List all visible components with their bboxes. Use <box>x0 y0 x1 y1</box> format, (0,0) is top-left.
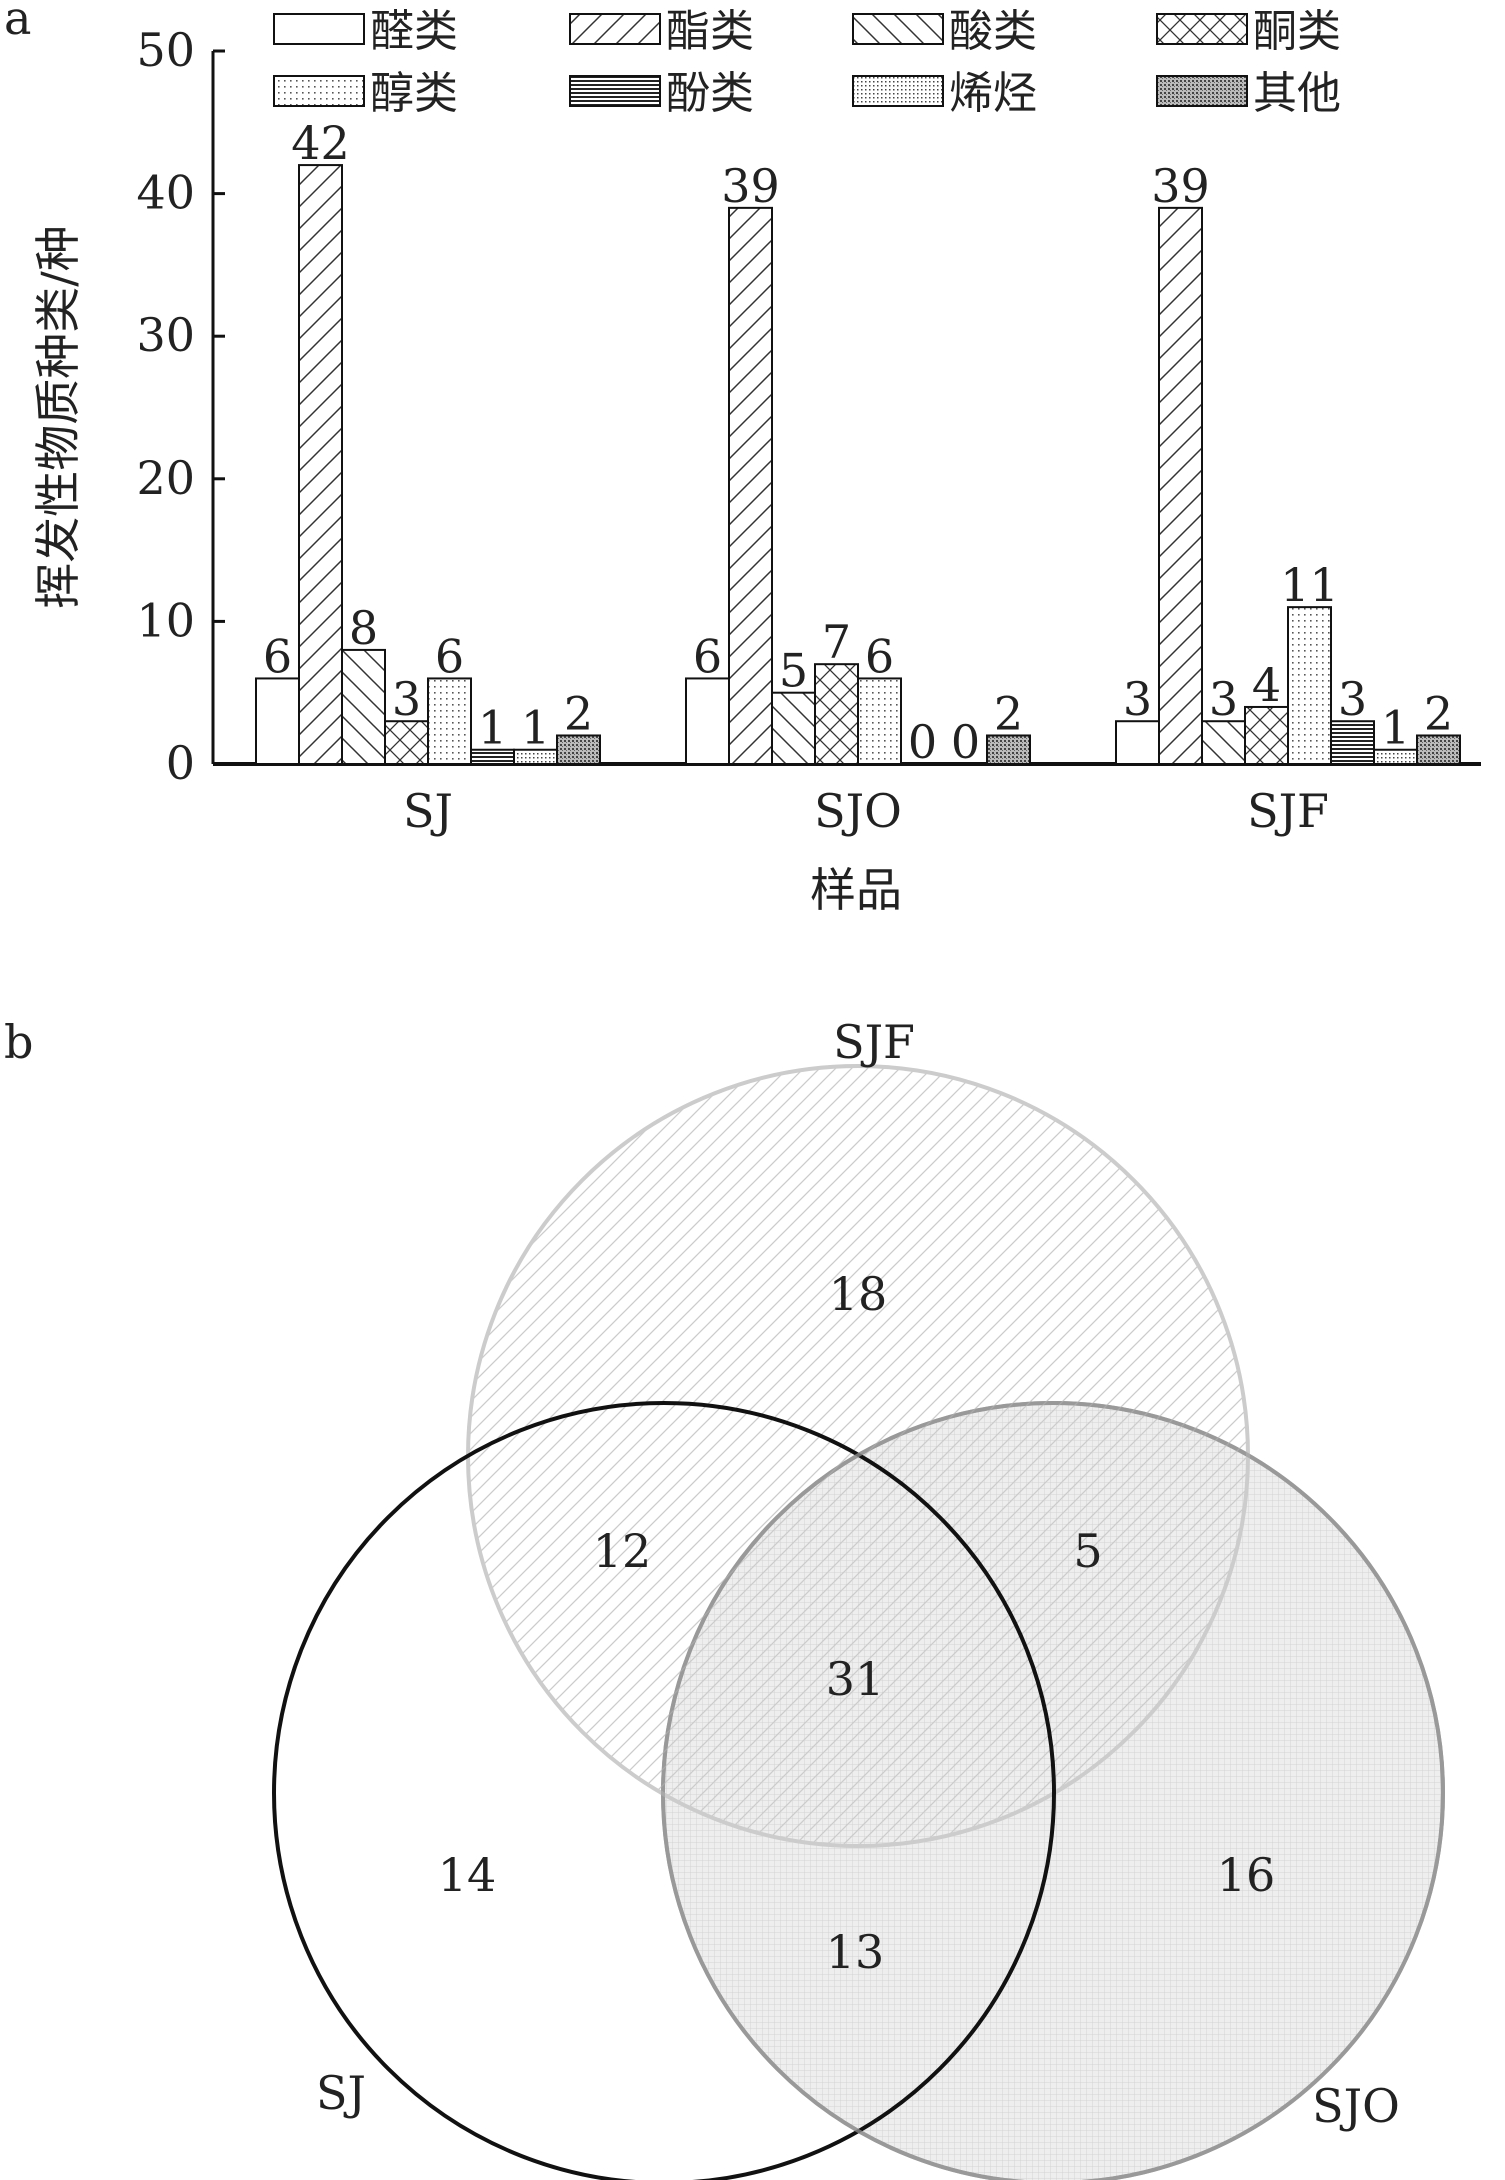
bar-SJF-酸类 <box>1201 720 1246 765</box>
y-tick-label: 0 <box>166 736 195 790</box>
data-label: 2 <box>994 686 1023 740</box>
bar-SJ-酯类 <box>298 164 343 765</box>
legend-swatch-烯烃 <box>852 75 944 107</box>
data-label: 4 <box>1252 658 1281 712</box>
legend-swatch-酮类 <box>1156 13 1248 45</box>
bar-SJO-醇类 <box>857 677 902 765</box>
legend-label: 酮类 <box>1253 6 1341 57</box>
venn-circle-sjo-outline <box>661 1401 1445 2180</box>
venn-region-sjf-only: 18 <box>829 1267 888 1321</box>
data-label: 3 <box>1123 672 1152 726</box>
bar-SJO-其他 <box>986 734 1031 765</box>
legend-label: 醛类 <box>370 6 458 57</box>
data-label: 6 <box>435 629 464 683</box>
data-label: 2 <box>564 686 593 740</box>
legend-swatch-酯类 <box>569 13 661 45</box>
venn-region-sj-sjf: 12 <box>593 1524 652 1578</box>
data-label: 6 <box>693 629 722 683</box>
data-label: 11 <box>1280 558 1339 612</box>
data-label: 6 <box>263 629 292 683</box>
venn-label-sj: SJ <box>316 2066 366 2120</box>
bar-SJF-醛类 <box>1115 720 1160 765</box>
bar-SJO-酸类 <box>771 691 816 766</box>
venn-region-sj-only: 14 <box>438 1848 497 1902</box>
data-label: 1 <box>478 701 507 755</box>
x-tick-label: SJ <box>403 784 453 838</box>
y-tick-label: 20 <box>136 451 195 505</box>
venn-label-sjo: SJO <box>1312 2079 1400 2133</box>
data-label: 2 <box>1424 686 1453 740</box>
bar-SJF-酯类 <box>1158 206 1203 766</box>
bar-SJF-醇类 <box>1287 606 1332 766</box>
bar-SJO-醛类 <box>685 677 730 765</box>
legend-label: 醇类 <box>370 68 458 119</box>
data-label: 39 <box>1151 159 1210 213</box>
legend-label: 其他 <box>1253 68 1341 119</box>
data-label: 0 <box>951 715 980 769</box>
data-label: 0 <box>908 715 937 769</box>
venn-label-sjf: SJF <box>833 1015 915 1069</box>
data-label: 5 <box>779 644 808 698</box>
y-axis-title: 挥发性物质种类/种 <box>31 225 85 609</box>
y-tick-label: 30 <box>136 308 195 362</box>
bar-SJ-酮类 <box>384 720 429 765</box>
y-tick-label: 40 <box>136 166 195 220</box>
bar-SJ-醛类 <box>255 677 300 765</box>
data-label: 3 <box>1338 672 1367 726</box>
bar-SJF-酮类 <box>1244 705 1289 766</box>
x-tick-label: SJO <box>814 784 902 838</box>
legend-label: 酯类 <box>666 6 754 57</box>
data-label: 42 <box>291 116 350 170</box>
bar-SJF-其他 <box>1416 734 1461 765</box>
bar-SJ-其他 <box>556 734 601 765</box>
venn-region-sjo-only: 16 <box>1217 1848 1276 1902</box>
data-label: 1 <box>521 701 550 755</box>
data-label: 7 <box>822 615 851 669</box>
bar-SJO-酮类 <box>814 663 859 765</box>
venn-diagram: SJF SJ SJO 18 14 16 12 5 13 31 <box>272 1015 1445 2180</box>
panel-label-a: a <box>4 0 31 45</box>
data-label: 1 <box>1381 701 1410 755</box>
legend-swatch-醛类 <box>273 13 365 45</box>
venn-region-sj-sjo: 13 <box>826 1925 885 1979</box>
bar-SJO-酯类 <box>728 206 773 766</box>
legend-label: 酸类 <box>949 6 1037 57</box>
legend-swatch-醇类 <box>273 75 365 107</box>
y-tick-label: 10 <box>136 593 195 647</box>
venn-region-sjf-sjo: 5 <box>1073 1524 1102 1578</box>
y-tick-label: 50 <box>136 23 195 77</box>
bar-SJ-醇类 <box>427 677 472 765</box>
x-tick-label: SJF <box>1247 784 1329 838</box>
x-axis-title: 样品 <box>810 863 902 917</box>
legend-swatch-酸类 <box>852 13 944 45</box>
legend-swatch-酚类 <box>569 75 661 107</box>
legend-label: 酚类 <box>666 68 754 119</box>
data-label: 8 <box>349 601 378 655</box>
bar-SJ-酸类 <box>341 648 386 765</box>
legend-swatch-其他 <box>1156 75 1248 107</box>
bar-SJF-酚类 <box>1330 720 1375 765</box>
panel-label-b: b <box>4 1015 33 1069</box>
legend-label: 烯烃 <box>949 68 1037 119</box>
venn-region-all: 31 <box>826 1652 885 1706</box>
data-label: 3 <box>1209 672 1238 726</box>
data-label: 3 <box>392 672 421 726</box>
data-label: 6 <box>865 629 894 683</box>
data-label: 39 <box>721 159 780 213</box>
venn-circle-sj <box>272 1401 1056 2180</box>
